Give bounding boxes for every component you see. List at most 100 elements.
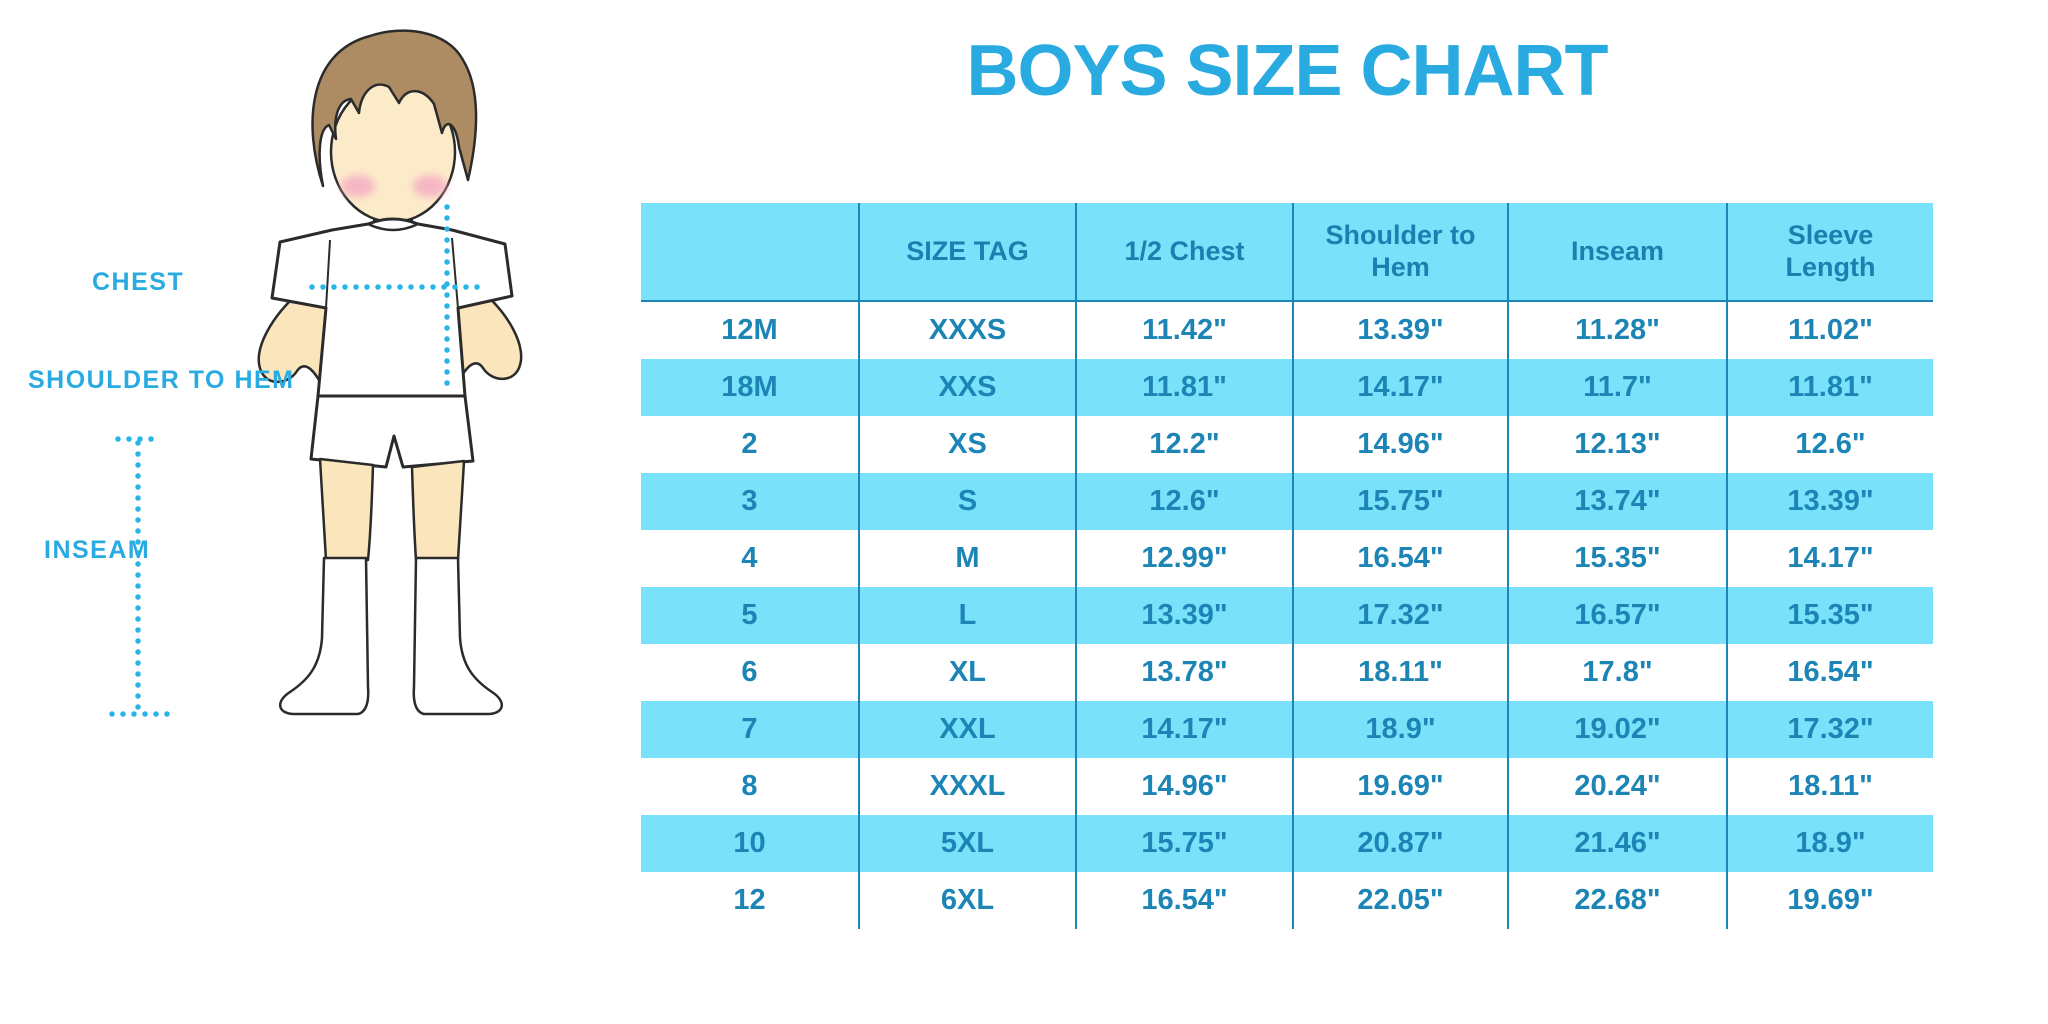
- table-cell: 22.05": [1292, 872, 1508, 929]
- table-cell: 13.39": [1292, 301, 1508, 359]
- table-cell: L: [858, 587, 1076, 644]
- column-header: 1/2 Chest: [1075, 203, 1293, 302]
- table-cell: 3: [641, 473, 859, 530]
- table-cell: 10: [641, 815, 859, 872]
- boy-shorts: [309, 394, 475, 469]
- table-cell: 16.54": [1075, 872, 1293, 929]
- table-cell: 15.75": [1292, 473, 1508, 530]
- table-cell: 6XL: [858, 872, 1076, 929]
- table-cell: 12.99": [1075, 530, 1293, 587]
- boy-illustration: [109, 29, 523, 717]
- boy-hair: [311, 29, 478, 188]
- table-cell: 13.74": [1507, 473, 1727, 530]
- size-table: SIZE TAG 1/2 Chest Shoulder to Hem Inseam Sl…: [641, 203, 1933, 929]
- table-row: 6 XL 13.78" 18.11" 17.8" 16.54": [641, 644, 1933, 701]
- table-cell: 12: [733, 884, 766, 916]
- shoulder-to-hem-label: SHOULDER TO HEM: [28, 366, 295, 394]
- table-cell: 15.75": [1075, 815, 1293, 872]
- table-row: 2 XS 12.2" 14.96" 12.13" 12.6": [641, 416, 1933, 473]
- column-header: Inseam: [1507, 203, 1727, 302]
- table-cell: XS: [858, 416, 1076, 473]
- table-cell: 12M: [721, 314, 778, 346]
- table-row: 10 5XL 15.75" 20.87" 21.46" 18.9": [641, 815, 1933, 872]
- table-cell: 16.54": [1726, 644, 1933, 701]
- table-cell: 18.9": [1292, 701, 1508, 758]
- table-cell: XXXL: [858, 758, 1076, 815]
- table-row: 3 S 12.6" 15.75" 13.74" 13.39": [641, 473, 1933, 530]
- table-cell: 11.7": [1507, 359, 1727, 416]
- column-header: [641, 203, 859, 302]
- table-header-row: SIZE TAG 1/2 Chest Shoulder to Hem Inseam Sl…: [641, 203, 1933, 302]
- table-cell: 18.9": [1726, 815, 1933, 872]
- inseam-label: INSEAM: [44, 536, 151, 564]
- column-header: Sleeve Length: [1726, 203, 1933, 302]
- table-cell: 17.8": [1507, 644, 1727, 701]
- table-row: 18M XXS 11.81" 14.17" 11.7" 11.81": [641, 359, 1933, 416]
- table-cell: 15.35": [1507, 530, 1727, 587]
- boy-cheek-left: [341, 175, 375, 197]
- table-row: 5 L 13.39" 17.32" 16.57" 15.35": [641, 587, 1933, 644]
- table-cell: 5: [641, 587, 859, 644]
- table-cell: 14.17": [1292, 359, 1508, 416]
- boy-shirt: [270, 217, 514, 398]
- table-row: 8 XXXL 14.96" 19.69" 20.24" 18.11": [641, 758, 1933, 815]
- table-cell: M: [858, 530, 1076, 587]
- table-row: 12M XXXS 11.42" 13.39" 11.28" 11.02": [641, 301, 1933, 359]
- column-header: SIZE TAG: [858, 203, 1076, 302]
- boy-cheek-right: [413, 175, 447, 197]
- table-row: 7 XXL 14.17" 18.9" 19.02" 17.32": [641, 701, 1933, 758]
- table-cell: 14.17": [1075, 701, 1293, 758]
- table-cell: 12.13": [1507, 416, 1727, 473]
- measurement-diagram: CHEST SHOULDER TO HEM INSEAM: [0, 0, 640, 1024]
- table-cell: 11.28": [1507, 301, 1727, 359]
- table-header: SIZE TAG 1/2 Chest Shoulder to Hem Inseam Sl…: [641, 203, 1933, 302]
- table-cell: 18.11": [1292, 644, 1508, 701]
- table-cell: 7: [641, 701, 859, 758]
- table-cell: 14.96": [1292, 416, 1508, 473]
- table-cell: 12.6": [1075, 473, 1293, 530]
- table-cell: XXXS: [858, 301, 1076, 359]
- table-cell: 11.02": [1726, 301, 1933, 359]
- table-cell: 17.32": [1292, 587, 1508, 644]
- table-cell: 4: [741, 542, 758, 574]
- table-cell: 18.11": [1726, 758, 1933, 815]
- table-cell: 12.6": [1726, 416, 1933, 473]
- table-cell: 2: [741, 428, 758, 460]
- table-cell: 19.69": [1726, 872, 1933, 929]
- table-row: 4 M 12.99" 16.54" 15.35" 14.17": [641, 530, 1933, 587]
- page-title: BOYS SIZE CHART: [966, 31, 1608, 111]
- table-cell: 15.35": [1726, 587, 1933, 644]
- table-row: 12 6XL 16.54" 22.05" 22.68" 19.69": [641, 872, 1933, 929]
- table-cell: 19.02": [1507, 701, 1727, 758]
- table-cell: 19.69": [1292, 758, 1508, 815]
- table-cell: XXL: [858, 701, 1076, 758]
- boy-socks: [279, 556, 503, 716]
- table-cell: 20.24": [1507, 758, 1727, 815]
- table-cell: 18M: [641, 359, 859, 416]
- table-cell: 16.54": [1292, 530, 1508, 587]
- table-cell: 21.46": [1507, 815, 1727, 872]
- table-body: 12M XXXS 11.42" 13.39" 11.28" 11.02" 18M XXS 11.…: [641, 301, 1933, 929]
- column-header: Shoulder to Hem: [1292, 203, 1508, 302]
- table-cell: 20.87": [1292, 815, 1508, 872]
- table-cell: 16.57": [1507, 587, 1727, 644]
- table-cell: 13.39": [1075, 587, 1293, 644]
- table-cell: 14.17": [1726, 530, 1933, 587]
- table-cell: 22.68": [1507, 872, 1727, 929]
- table-cell: 14.96": [1075, 758, 1293, 815]
- table-cell: XL: [858, 644, 1076, 701]
- table-cell: S: [858, 473, 1076, 530]
- table-cell: 11.81": [1726, 359, 1933, 416]
- table-cell: XXS: [858, 359, 1076, 416]
- table-cell: 11.81": [1075, 359, 1293, 416]
- table-cell: 5XL: [858, 815, 1076, 872]
- chest-label: CHEST: [92, 268, 185, 296]
- boy-legs: [318, 457, 466, 562]
- table-cell: 17.32": [1726, 701, 1933, 758]
- table-cell: 12.2": [1075, 416, 1293, 473]
- table-cell: 13.78": [1075, 644, 1293, 701]
- table-cell: 13.39": [1726, 473, 1933, 530]
- table-cell: 8: [741, 770, 758, 802]
- table-cell: 6: [741, 656, 758, 688]
